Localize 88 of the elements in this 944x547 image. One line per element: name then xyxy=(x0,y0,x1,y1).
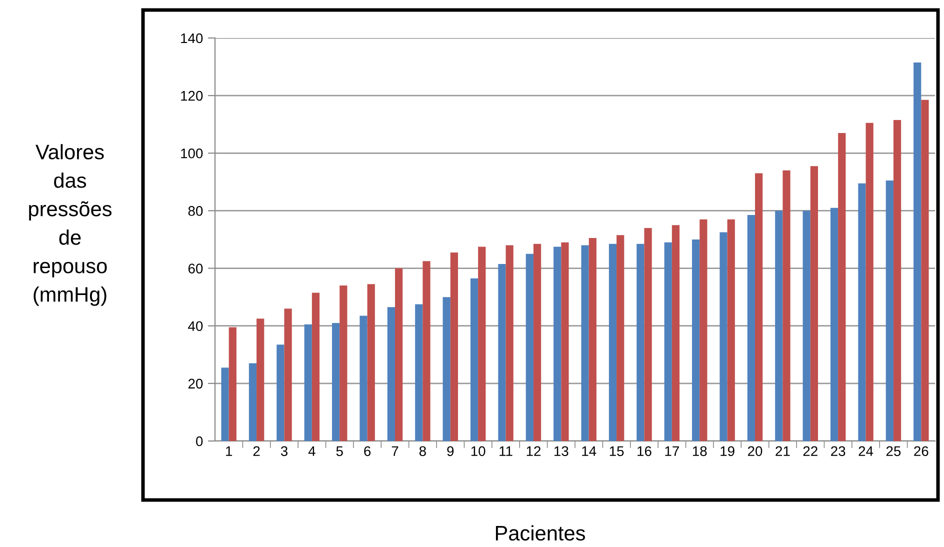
x-tick-label: 23 xyxy=(831,446,846,456)
bar xyxy=(554,246,562,441)
bar xyxy=(498,264,506,441)
bar xyxy=(636,244,644,441)
x-tick-label: 7 xyxy=(392,446,398,456)
bar xyxy=(921,100,929,441)
x-axis-title: Pacientes xyxy=(496,525,585,541)
x-tick-label: 17 xyxy=(665,446,679,456)
x-tick-label: 9 xyxy=(447,446,454,456)
x-tick-label: 20 xyxy=(748,446,762,456)
x-tick-label: 14 xyxy=(582,446,596,456)
bar xyxy=(478,246,486,441)
bar xyxy=(893,120,902,441)
bar xyxy=(858,183,866,441)
bar xyxy=(312,292,320,441)
bar xyxy=(422,261,430,441)
bar xyxy=(588,238,596,441)
bar xyxy=(810,166,818,441)
bar xyxy=(526,254,534,441)
y-tick-label: 100 xyxy=(181,148,203,158)
bar xyxy=(914,62,922,441)
bar xyxy=(608,244,617,441)
bar xyxy=(616,235,624,441)
bar xyxy=(367,284,375,441)
bar xyxy=(727,219,735,441)
bar xyxy=(332,322,340,441)
bar xyxy=(360,316,368,441)
bar xyxy=(664,242,672,441)
x-tick-label: 25 xyxy=(886,446,901,456)
bar xyxy=(692,240,700,441)
bar xyxy=(221,368,229,441)
bar xyxy=(866,122,874,441)
bar xyxy=(802,210,810,441)
y-tick-label: 0 xyxy=(196,436,203,446)
x-tick-label: 5 xyxy=(336,446,343,456)
x-tick-label: 11 xyxy=(500,446,512,456)
x-tick-label: 26 xyxy=(914,446,928,456)
bar xyxy=(256,318,264,441)
x-tick-label: 2 xyxy=(253,446,260,456)
bar xyxy=(276,344,284,441)
bar xyxy=(644,228,652,441)
bar xyxy=(747,215,755,441)
bar xyxy=(284,308,292,441)
bar xyxy=(782,170,790,441)
bar xyxy=(700,219,708,441)
y-tick-label: 140 xyxy=(181,33,203,44)
x-tick-label: 13 xyxy=(554,446,568,456)
x-tick-label: 1 xyxy=(226,446,232,456)
bar xyxy=(720,232,728,441)
bar xyxy=(775,210,783,441)
x-tick-label: 18 xyxy=(692,446,707,456)
y-tick-label: 40 xyxy=(188,321,203,332)
x-tick-label: 22 xyxy=(803,446,818,456)
bar xyxy=(561,242,569,441)
bar xyxy=(581,245,589,441)
x-tick-label: 8 xyxy=(419,446,426,456)
bar xyxy=(533,244,542,441)
bar xyxy=(228,327,236,441)
bar xyxy=(442,297,450,441)
x-tick-label: 10 xyxy=(471,446,486,456)
bar xyxy=(886,180,894,441)
bar xyxy=(304,324,312,441)
bar xyxy=(672,225,680,441)
x-tick-label: 12 xyxy=(526,446,540,456)
bar xyxy=(395,268,403,441)
x-tick-label: 24 xyxy=(858,446,874,456)
y-tick-label: 80 xyxy=(188,206,203,216)
bar xyxy=(415,304,423,441)
x-tick-label: 15 xyxy=(610,446,624,456)
bar xyxy=(387,307,395,441)
bar xyxy=(755,173,763,441)
x-tick-label: 4 xyxy=(308,446,316,456)
y-axis-title: Valores das pressões de repouso (mmHg) xyxy=(29,144,112,306)
y-tick-label: 120 xyxy=(181,90,203,101)
bar xyxy=(248,363,257,441)
bar xyxy=(470,278,478,441)
x-tick-label: 3 xyxy=(280,446,288,456)
y-tick-label: 60 xyxy=(188,264,203,274)
x-tick-label: 19 xyxy=(720,446,734,456)
bar xyxy=(830,208,838,441)
bar xyxy=(838,132,846,441)
x-tick-label: 6 xyxy=(364,446,371,456)
x-tick-label: 16 xyxy=(638,446,652,456)
x-tick-label: 21 xyxy=(776,446,790,456)
bar xyxy=(506,245,514,441)
bar xyxy=(340,286,348,441)
bar xyxy=(450,252,458,441)
y-tick-label: 20 xyxy=(188,378,203,389)
